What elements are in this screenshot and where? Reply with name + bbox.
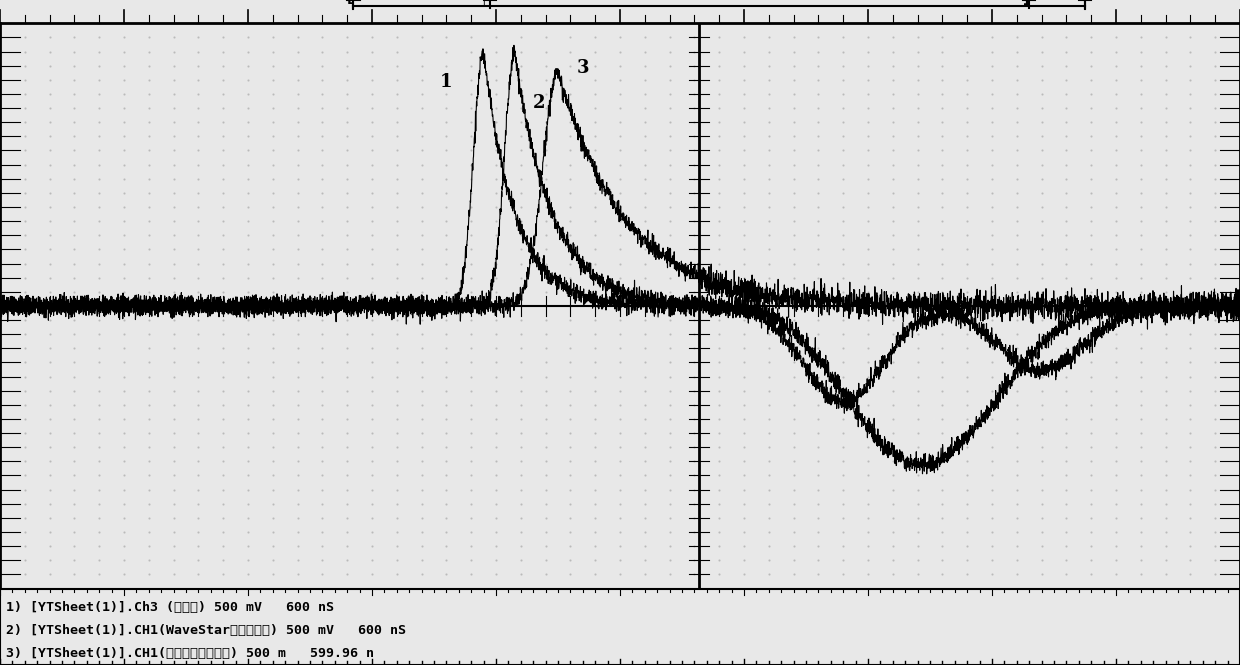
Text: ]: ] [1023,0,1029,7]
Text: 2) [YTSheet(1)].CH1(WaveStar转换的波形) 500 mV   600 nS: 2) [YTSheet(1)].CH1(WaveStar转换的波形) 500 m… [6,624,407,637]
Text: 3: 3 [577,59,589,76]
Text: 2: 2 [533,94,546,112]
Text: 1: 1 [440,73,453,91]
Text: ┤: ┤ [480,0,486,7]
Text: [: [ [347,0,353,5]
Text: 1) [YTSheet(1)].Ch3 (原波形) 500 mV   600 nS: 1) [YTSheet(1)].Ch3 (原波形) 500 mV 600 nS [6,601,335,614]
Text: 3) [YTSheet(1)].CH1(本程序分析的结果) 500 m   599.96 n: 3) [YTSheet(1)].CH1(本程序分析的结果) 500 m 599.… [6,647,374,660]
